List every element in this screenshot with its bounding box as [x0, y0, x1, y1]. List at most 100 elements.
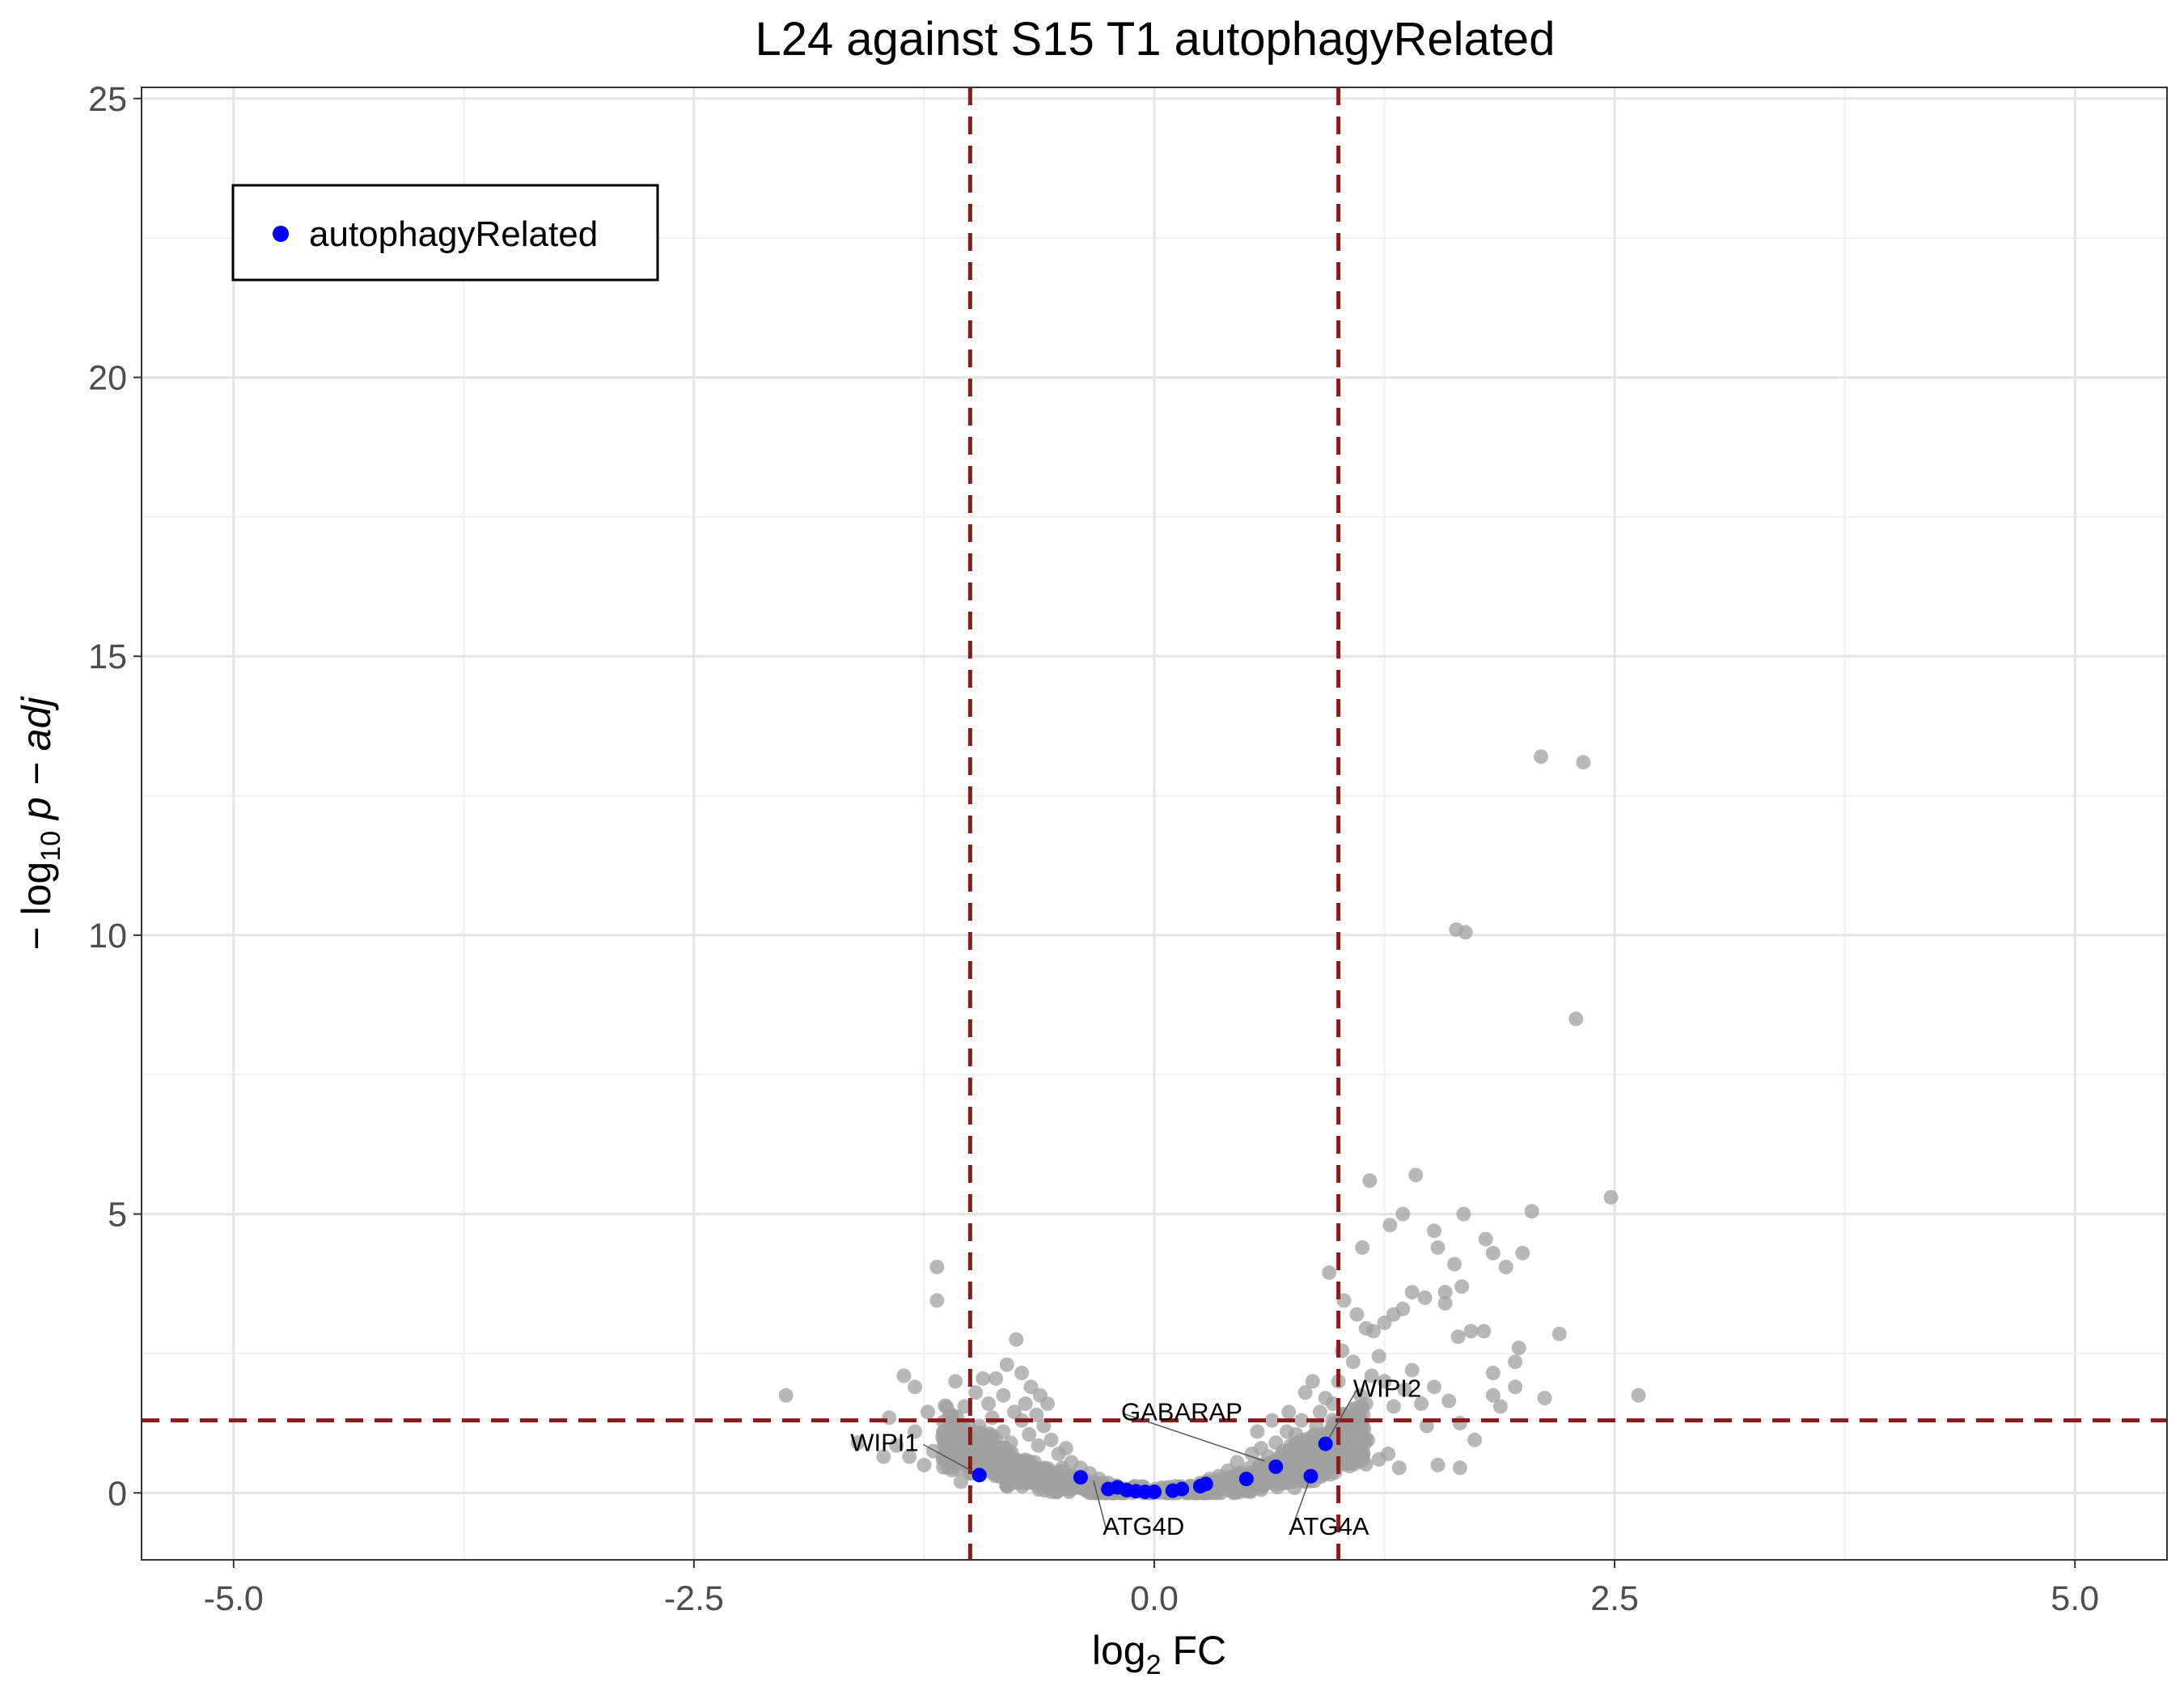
highlight-points	[971, 1436, 1333, 1499]
gene-point	[1322, 1265, 1337, 1280]
gene-point	[1018, 1396, 1033, 1411]
threshold-lines	[142, 87, 2167, 1560]
gene-point	[1350, 1449, 1365, 1464]
gene-point	[1006, 1405, 1022, 1420]
legend-marker	[273, 226, 289, 242]
gene-point	[1498, 1260, 1513, 1275]
gene-point	[850, 1435, 866, 1451]
gene-point	[1450, 1329, 1466, 1345]
legend: autophagyRelated	[231, 184, 659, 282]
y-axis-label: − log10 p − adj	[14, 696, 66, 951]
gene-point	[1058, 1441, 1073, 1456]
x-axis-label: log2 FC	[1092, 1628, 1226, 1680]
gene-point	[981, 1396, 997, 1411]
gene-point	[1355, 1239, 1370, 1255]
gene-point	[1478, 1231, 1493, 1247]
gene-point	[1511, 1341, 1526, 1356]
gene-point	[1463, 1324, 1479, 1339]
x-tick-label: 2.5	[1590, 1579, 1639, 1618]
gene-point	[1022, 1426, 1037, 1442]
gene-point	[984, 1410, 1000, 1426]
gene-point	[1023, 1379, 1039, 1395]
gene-point	[1492, 1399, 1508, 1414]
gene-point	[1447, 1256, 1462, 1272]
gene-point	[908, 1424, 923, 1439]
gene-point	[1305, 1374, 1320, 1389]
annotation-leaders	[923, 1390, 1357, 1529]
gene-point	[916, 1457, 932, 1472]
gene-point	[1427, 1223, 1442, 1239]
gene-point	[1000, 1477, 1015, 1493]
gene-label: WIPI2	[1353, 1375, 1421, 1403]
gene-point	[1537, 1391, 1552, 1406]
gene-point	[1039, 1469, 1054, 1485]
gene-point	[1508, 1379, 1523, 1395]
gene-point	[1386, 1399, 1401, 1414]
gene-point	[1250, 1424, 1265, 1439]
gene-point	[1005, 1455, 1020, 1471]
gene-point	[1377, 1316, 1392, 1331]
x-tick-label: 0.0	[1130, 1579, 1179, 1618]
gene-point	[1452, 1460, 1467, 1476]
legend-label: autophagyRelated	[309, 214, 598, 254]
gene-point	[1382, 1218, 1398, 1233]
gene-point	[1285, 1454, 1300, 1469]
gene-point	[1524, 1204, 1539, 1219]
gene-point	[1551, 1326, 1567, 1341]
gene-point	[1395, 1206, 1411, 1222]
autophagy-point	[1198, 1477, 1213, 1492]
gene-point	[953, 1474, 968, 1489]
gene-point	[1397, 1382, 1412, 1397]
gene-point	[1365, 1324, 1381, 1339]
y-axis-ticks: 0 5 10 15 20 25	[88, 80, 142, 1513]
gene-point	[1417, 1290, 1433, 1305]
annotation-labels: WIPI1 ATG4D GABARAP WIPI2 ATG4A	[850, 1375, 1421, 1540]
gene-point	[1437, 1295, 1453, 1311]
gene-point	[889, 1438, 904, 1453]
gene-point	[1056, 1476, 1072, 1491]
autophagy-point	[1147, 1484, 1162, 1499]
gene-point	[938, 1429, 953, 1444]
gene-point	[1312, 1405, 1327, 1420]
background-points	[778, 749, 1646, 1501]
gene-point	[988, 1371, 1004, 1386]
autophagy-point	[1073, 1469, 1088, 1485]
gene-point	[1281, 1405, 1297, 1420]
gene-point	[999, 1357, 1014, 1372]
gene-point	[980, 1447, 995, 1462]
gene-point	[1414, 1396, 1429, 1411]
gene-point	[1294, 1413, 1310, 1428]
gene-label: GABARAP	[1121, 1398, 1242, 1426]
x-tick-label: -5.0	[204, 1579, 264, 1618]
legend-box	[231, 184, 659, 282]
y-tick-label: 15	[88, 638, 127, 676]
autophagy-point	[1175, 1481, 1190, 1497]
gene-point	[1014, 1366, 1030, 1381]
y-tick-label: 25	[88, 80, 127, 119]
gene-point	[1031, 1438, 1046, 1453]
gene-point	[1264, 1413, 1280, 1428]
y-tick-label: 5	[108, 1196, 127, 1235]
gene-point	[1371, 1451, 1386, 1467]
gene-point	[945, 1463, 960, 1478]
gene-point	[1485, 1388, 1500, 1403]
chart-title: L24 against S15 T1 autophagyRelated	[756, 13, 1555, 66]
x-axis-ticks: -5.0 -2.5 0.0 2.5 5.0	[204, 1560, 2099, 1618]
gene-point	[929, 1293, 945, 1308]
gene-point	[1430, 1457, 1445, 1472]
gene-point	[1404, 1285, 1420, 1300]
gene-point	[993, 1450, 1009, 1465]
gene-point	[1631, 1388, 1646, 1403]
gene-point	[876, 1449, 891, 1464]
gene-point	[1259, 1476, 1274, 1491]
gene-point	[968, 1385, 984, 1400]
gene-point	[948, 1374, 963, 1389]
gene-point	[1485, 1245, 1500, 1260]
autophagy-point	[1238, 1472, 1254, 1487]
gene-point	[1515, 1245, 1530, 1260]
annotation-leader	[1325, 1390, 1357, 1444]
gene-point	[981, 1460, 997, 1475]
annotation-leader	[923, 1443, 980, 1476]
gene-label: ATG4D	[1103, 1512, 1184, 1540]
gene-point	[1476, 1324, 1492, 1339]
